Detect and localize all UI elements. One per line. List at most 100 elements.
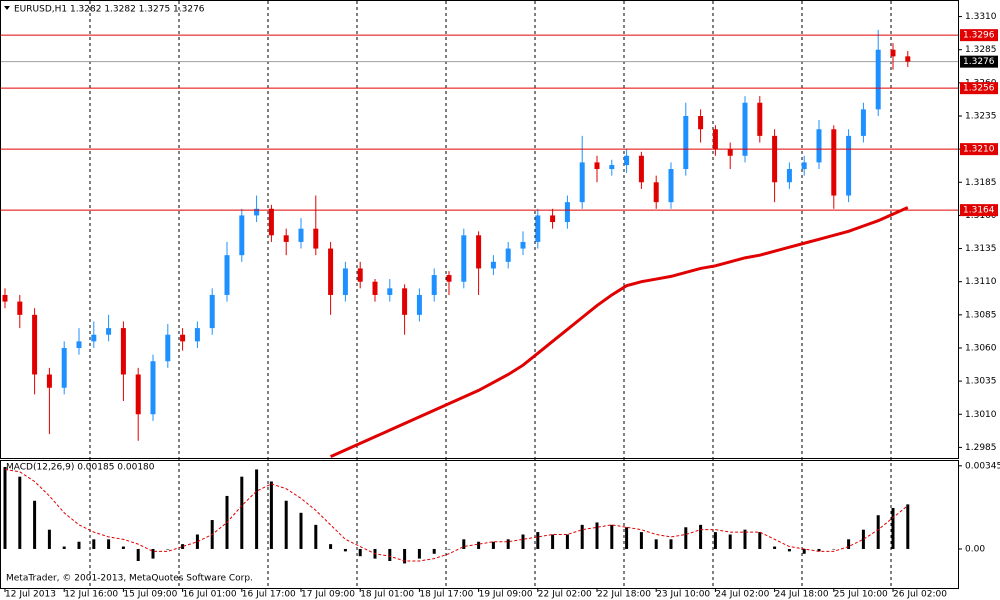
candle-body: [757, 102, 763, 136]
moving-average: [329, 206, 909, 459]
x-tick-label: 16 Jul 17:00: [242, 590, 296, 600]
candle-body: [476, 235, 482, 269]
candle-body: [268, 208, 274, 236]
macd-bar: [773, 546, 777, 549]
x-tick-label: 24 Jul 18:00: [775, 590, 829, 600]
macd-bar: [565, 534, 569, 549]
macd-bar: [876, 515, 880, 549]
x-tick-label: 18 Jul 17:00: [419, 590, 473, 600]
main-frame: [0, 0, 959, 459]
macd-bar: [358, 548, 362, 557]
candle-body: [209, 294, 215, 329]
level-box: [960, 143, 998, 156]
candle-body: [357, 268, 363, 282]
candle-body: [342, 268, 348, 295]
macd-bar: [891, 507, 895, 549]
macd-bar: [121, 546, 125, 549]
candle-body: [890, 49, 896, 57]
macd-bar: [906, 504, 910, 549]
macd-bar: [3, 467, 7, 549]
candle-body: [46, 374, 52, 388]
y-tick-label: 1.3060: [965, 343, 997, 353]
level-box: [960, 82, 998, 95]
x-tick-label: 22 Jul 18:00: [597, 590, 651, 600]
macd-bar: [506, 539, 510, 549]
candle-body: [328, 248, 334, 295]
macd-bar: [787, 548, 791, 552]
y-tick-label: 0.00345: [965, 461, 1000, 471]
x-tick-label: 16 Jul 01:00: [183, 590, 237, 600]
level-label: 1.3256: [963, 84, 995, 94]
candle-body: [875, 49, 881, 110]
candle-body: [165, 334, 171, 362]
x-tick-label: 12 Jul 16:00: [64, 590, 118, 600]
macd-bar: [388, 548, 392, 562]
macd-bar: [758, 532, 762, 549]
level-label: 1.3164: [963, 206, 995, 216]
y-tick-label: 1.3285: [965, 45, 997, 55]
macd-bar: [403, 548, 407, 564]
macd-title: MACD(12,26,9) 0.00185 0.00180: [6, 463, 155, 473]
macd-bar: [269, 481, 273, 549]
macd-bar: [314, 524, 318, 549]
candle-body: [416, 294, 422, 315]
macd-bar: [92, 539, 96, 549]
candle-body: [17, 301, 23, 315]
y-tick-label: 0.00: [965, 544, 985, 554]
collapse-arrow[interactable]: [4, 6, 10, 10]
macd-bar: [669, 539, 673, 549]
candle-body: [387, 288, 393, 295]
candle-body: [727, 149, 733, 156]
level-box: [960, 29, 998, 42]
x-tick-label: 17 Jul 09:00: [301, 590, 355, 600]
candle-body: [194, 328, 200, 342]
macd-bar: [107, 539, 111, 549]
candle-body: [283, 235, 289, 242]
candle-body: [712, 129, 718, 150]
x-tick-label: 24 Jul 02:00: [715, 590, 769, 600]
y-tick-label: 1.3135: [965, 244, 997, 254]
macd-bar: [728, 534, 732, 549]
candle-body: [224, 255, 230, 295]
candle-body: [239, 215, 245, 256]
x-tick-label: 23 Jul 10:00: [656, 590, 710, 600]
candle-body: [860, 109, 866, 136]
macd-bar: [847, 539, 851, 549]
x-tick-label: 15 Jul 09:00: [123, 590, 177, 600]
candle-body: [2, 294, 8, 302]
macd-bar: [713, 532, 717, 549]
macd-bar: [861, 529, 865, 549]
level-label: 1.3210: [963, 145, 995, 155]
macd-bar: [151, 548, 155, 559]
macd-bar: [255, 469, 259, 549]
macd-bar: [447, 548, 451, 550]
candle-body: [446, 275, 452, 282]
macd-bar: [417, 548, 421, 559]
x-tick-label: 18 Jul 01:00: [360, 590, 414, 600]
y-tick-label: 1.3110: [965, 277, 997, 287]
candle-body: [106, 328, 112, 335]
candle-body: [594, 162, 600, 170]
macd-bar: [595, 522, 599, 549]
macd-bar: [18, 476, 22, 549]
candle-body: [624, 155, 630, 166]
candle-body: [298, 228, 304, 242]
macd-bar: [699, 524, 703, 549]
candle-body: [313, 228, 319, 249]
candle-body: [831, 129, 837, 196]
macd-bar: [240, 476, 244, 549]
macd-bar: [743, 529, 747, 549]
macd-bar: [802, 548, 806, 554]
candle-body: [816, 129, 822, 163]
y-tick-label: 1.3085: [965, 310, 997, 320]
macd-bar: [639, 532, 643, 549]
level-label: 1.3296: [963, 31, 995, 41]
macd-bar: [329, 544, 333, 549]
macd-bar: [832, 548, 836, 550]
macd-bar: [47, 529, 51, 549]
macd-bar: [33, 500, 37, 549]
y-tick-label: 1.2985: [965, 443, 997, 453]
macd-bar: [477, 541, 481, 549]
candle-body: [150, 361, 156, 415]
chart-title: EURUSD,H1 1.3282 1.3282 1.3275 1.3276: [14, 5, 205, 15]
